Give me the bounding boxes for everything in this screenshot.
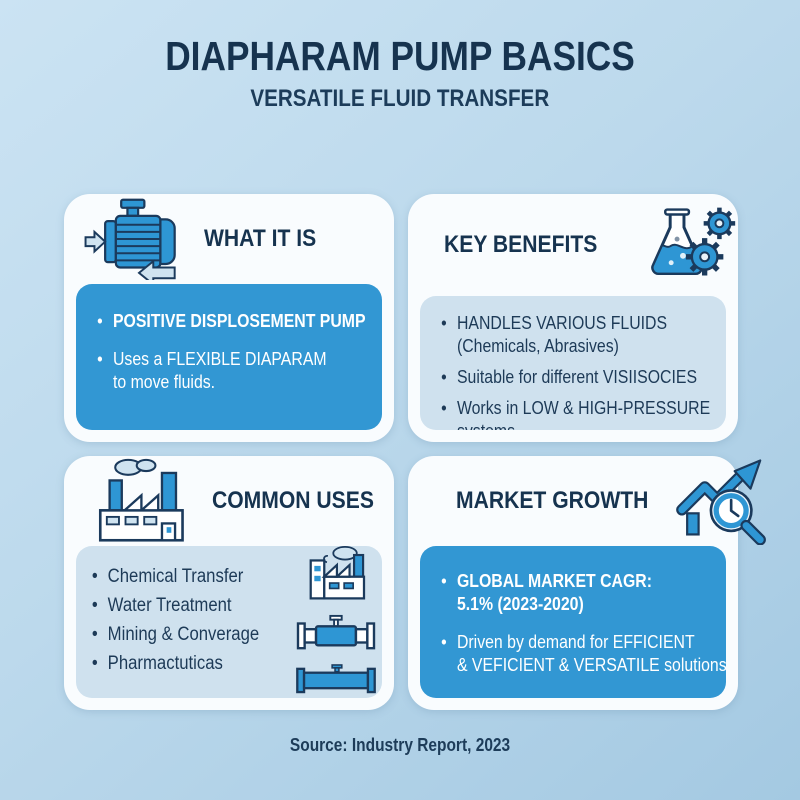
card-what-it-is: WHAT IT IS POSITIVE DISPLOSEMENT PUMP Us… xyxy=(64,194,394,442)
card-common-uses: COMMON USES Chemical Transfer Water Trea… xyxy=(64,456,394,710)
bullet-line: Driven by demand for EFFICIENT xyxy=(456,632,695,652)
card-grid: WHAT IT IS POSITIVE DISPLOSEMENT PUMP Us… xyxy=(64,194,766,710)
bullet-dot xyxy=(441,312,457,358)
card-key-benefits-title: KEY BENEFITS xyxy=(444,231,598,258)
bullet-pressure-systems: Works in LOW & HIGH-PRESSURE systems xyxy=(441,397,710,430)
bullet-demand: Driven by demand for EFFICIENT & VEFICIE… xyxy=(441,631,726,677)
bullet-line: to move fluids. xyxy=(112,372,216,392)
bullet-line: Suitable for different VISIISOCIES xyxy=(456,367,698,387)
valve-icon xyxy=(295,614,377,657)
header: DIAPHARAM PUMP BASICS VERSATILE FLUID TR… xyxy=(0,33,800,113)
common-uses-list: Chemical Transfer Water Treatment Mining… xyxy=(76,546,259,698)
factory-small-icon xyxy=(299,546,373,607)
card-market-growth-title: MARKET GROWTH xyxy=(456,487,649,514)
page-title: DIAPHARAM PUMP BASICS xyxy=(165,33,635,79)
bullet-dot xyxy=(97,310,113,333)
bullet-line: Works in LOW & HIGH-PRESSURE xyxy=(456,398,711,418)
list-item-label: Chemical Transfer xyxy=(107,566,244,587)
pump-icon xyxy=(80,198,182,280)
source-note: Source: Industry Report, 2023 xyxy=(289,735,511,755)
bullet-dot xyxy=(441,570,457,616)
list-item-label: Mining & Converage xyxy=(107,624,260,645)
bullet-line: systems xyxy=(457,420,710,430)
growth-magnifier-icon xyxy=(675,457,775,545)
pipe-icon xyxy=(295,663,377,699)
bullet-line: (Chemicals, Abrasives) xyxy=(456,336,619,356)
common-uses-icons xyxy=(284,546,382,698)
bullet-dot xyxy=(92,562,108,591)
bullet-dot xyxy=(441,397,457,430)
list-item: Pharmactuticas xyxy=(92,649,259,678)
card-key-benefits-header: KEY BENEFITS xyxy=(408,194,738,296)
list-item-label: Pharmactuticas xyxy=(107,653,223,674)
bullet-dot xyxy=(92,649,108,678)
bullet-line: & VEFICIENT & VERSATILE solutions. xyxy=(456,655,726,675)
bullet-dot xyxy=(92,591,108,620)
what-it-is-panel: POSITIVE DISPLOSEMENT PUMP Uses a FLEXIB… xyxy=(76,284,382,430)
bullet-line: Uses a FLEXIBLE DIAPARAM xyxy=(112,349,327,369)
factory-icon xyxy=(90,458,190,544)
card-key-benefits: KEY BENEFITS xyxy=(408,194,738,442)
card-what-it-is-header: WHAT IT IS xyxy=(64,194,394,284)
page-subtitle: VERSATILE FLUID TRANSFER xyxy=(250,85,550,113)
bullet-flexible-diaphragm: Uses a FLEXIBLE DIAPARAM to move fluids. xyxy=(97,348,345,394)
bullet-cagr: GLOBAL MARKET CAGR: 5.1% (2023-2020) xyxy=(441,570,689,616)
bullet-line: POSITIVE DISPLOSEMENT PUMP xyxy=(112,311,366,331)
footer: Source: Industry Report, 2023 xyxy=(0,735,800,756)
list-item: Mining & Converage xyxy=(92,620,259,649)
bullet-line: HANDLES VARIOUS FLUIDS xyxy=(456,313,668,333)
card-common-uses-title: COMMON USES xyxy=(212,487,374,514)
list-item: Chemical Transfer xyxy=(92,562,259,591)
list-item-label: Water Treatment xyxy=(107,595,232,616)
bullet-line: 5.1% (2023-2020) xyxy=(456,594,584,614)
bullet-dot xyxy=(97,348,113,394)
bullet-handles-fluids: HANDLES VARIOUS FLUIDS (Chemicals, Abras… xyxy=(441,312,689,358)
list-item: Water Treatment xyxy=(92,591,259,620)
card-common-uses-header: COMMON USES xyxy=(64,456,394,546)
bullet-line: GLOBAL MARKET CAGR: xyxy=(456,571,653,591)
card-market-growth: MARKET GROWTH xyxy=(408,456,766,710)
card-what-it-is-title: WHAT IT IS xyxy=(204,225,317,252)
bullet-dot xyxy=(92,620,108,649)
common-uses-panel: Chemical Transfer Water Treatment Mining… xyxy=(76,546,382,698)
bullet-dot xyxy=(441,366,457,389)
bullet-positive-displacement: POSITIVE DISPLOSEMENT PUMP xyxy=(97,310,366,333)
bullet-viscosities: Suitable for different VISIISOCIES xyxy=(441,366,697,389)
key-benefits-panel: HANDLES VARIOUS FLUIDS (Chemicals, Abras… xyxy=(420,296,726,430)
flask-gears-icon xyxy=(618,205,746,285)
bullet-dot xyxy=(441,631,457,677)
market-growth-panel: GLOBAL MARKET CAGR: 5.1% (2023-2020) Dri… xyxy=(420,546,726,698)
card-market-growth-header: MARKET GROWTH xyxy=(408,456,766,546)
